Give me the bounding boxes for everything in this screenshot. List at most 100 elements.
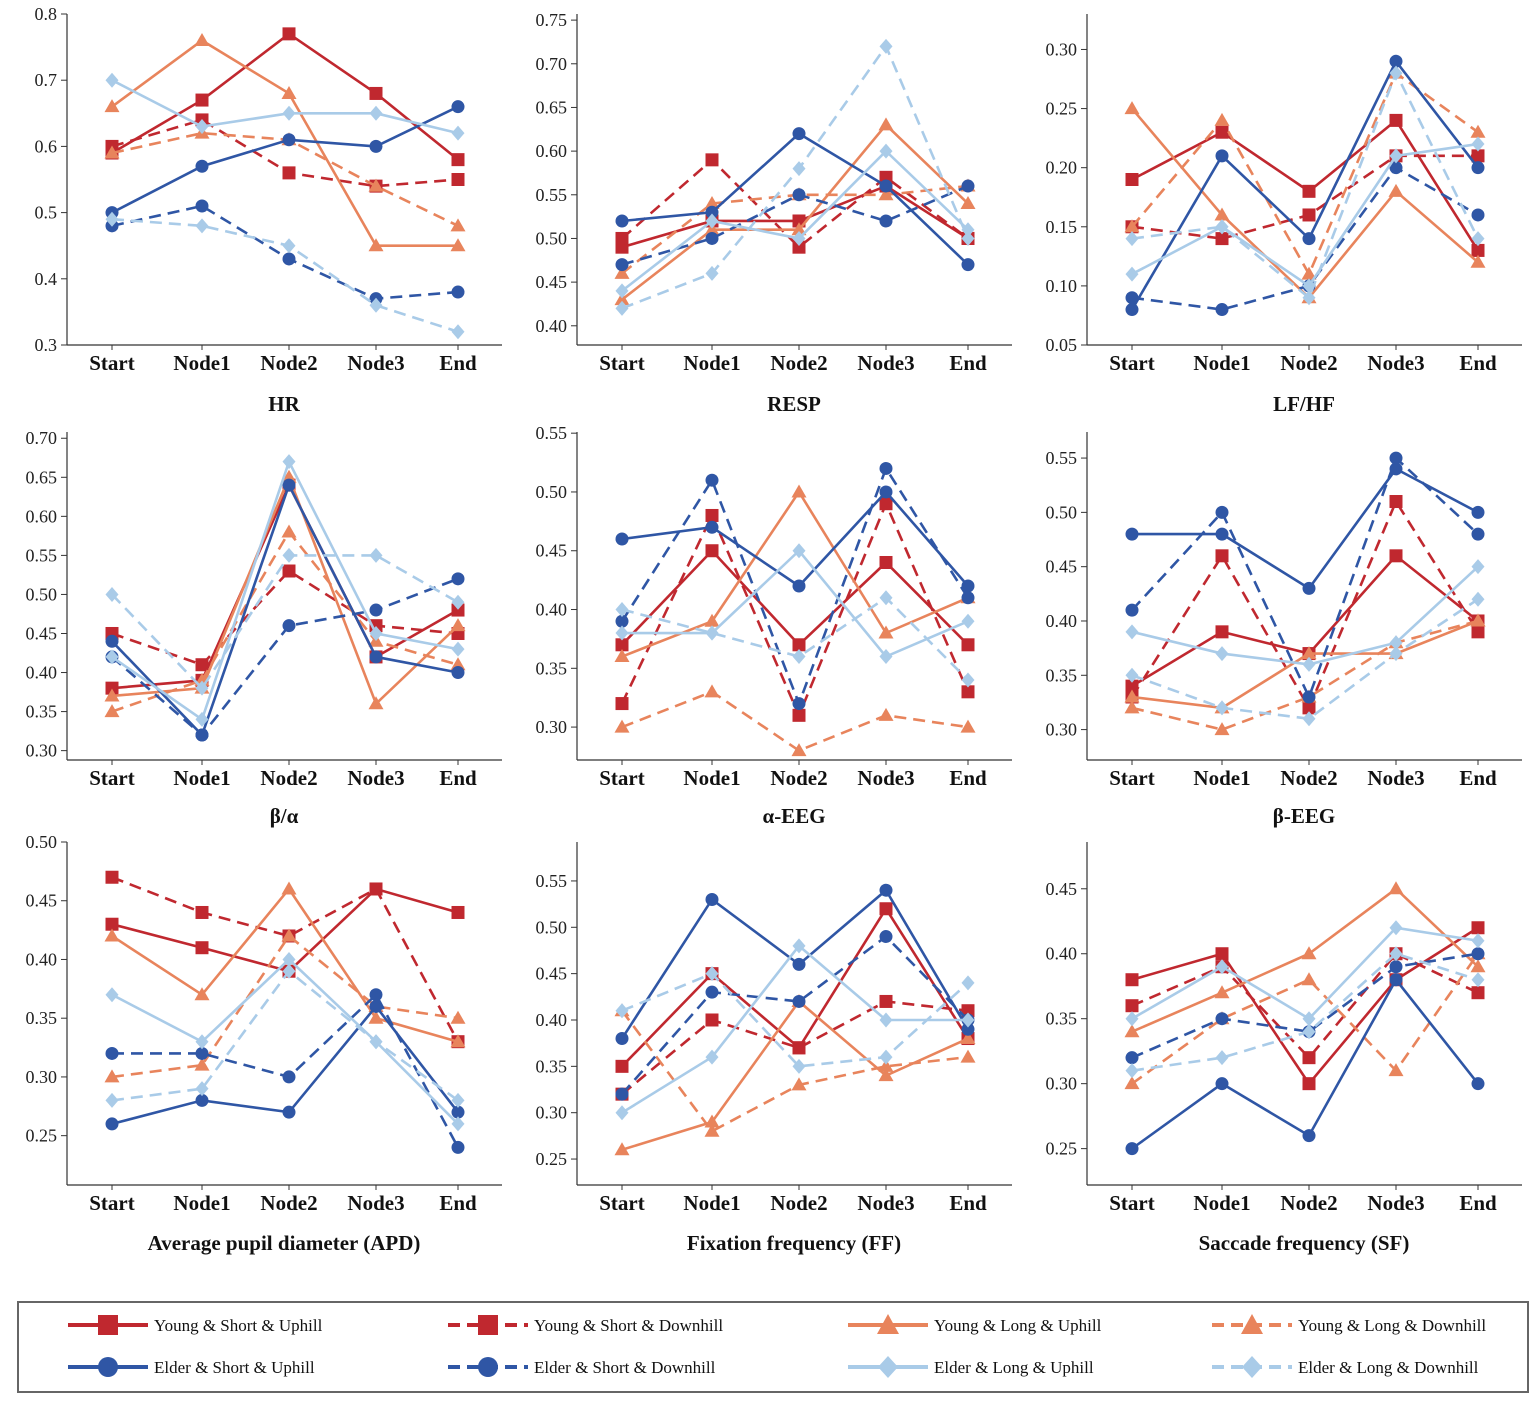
x-tick-label: Node1 (683, 1191, 740, 1215)
series-line (111, 957, 459, 1125)
diamond-marker (451, 125, 465, 141)
diamond-marker (195, 218, 209, 234)
triangle-marker (1124, 700, 1140, 714)
circle-marker (1389, 462, 1403, 476)
diamond-marker (1471, 559, 1485, 575)
diamond-marker (1471, 591, 1485, 607)
circle-marker (1471, 505, 1485, 519)
square-marker (615, 697, 629, 711)
diamond-marker (195, 1034, 209, 1050)
square-marker (1389, 495, 1403, 509)
x-tick-label: End (439, 766, 477, 790)
series-line (111, 79, 459, 135)
square-marker (1215, 232, 1229, 246)
x-tick-label: End (949, 1191, 987, 1215)
y-tick-label: 0.50 (536, 482, 568, 502)
series-4 (105, 999, 465, 1131)
triangle-marker (704, 1123, 720, 1137)
square-marker (1302, 208, 1316, 222)
diamond-marker (1215, 959, 1229, 975)
circle-marker (451, 100, 465, 114)
y-tick-label: 0.40 (26, 949, 58, 969)
diamond-marker (792, 543, 806, 559)
diamond-marker (451, 641, 465, 657)
y-tick-label: 0.30 (26, 1067, 58, 1087)
legend-label: Elder & Short & Uphill (154, 1358, 315, 1377)
y-tick-label: 0.50 (26, 832, 58, 852)
square-marker (369, 86, 383, 100)
subplot: 0.05 0.10 0.15 0.20 0.25 0.30 Start Node1 Node2 N… (1046, 14, 1522, 416)
circle-marker (1215, 1077, 1229, 1091)
circle-marker (615, 1032, 629, 1046)
y-tick-label: 0.35 (1046, 665, 1078, 685)
y-tick-label: 0.5 (35, 203, 58, 223)
series-0 (615, 544, 975, 652)
diamond-marker (1125, 1011, 1139, 1027)
diamond-marker (878, 1356, 898, 1378)
square-marker (1125, 973, 1139, 987)
y-tick-label: 0.45 (1046, 879, 1078, 899)
y-tick-label: 0.30 (536, 717, 568, 737)
y-tick-label: 0.25 (1046, 1139, 1078, 1159)
circle-marker (1471, 1077, 1485, 1091)
series-5 (105, 199, 465, 306)
series-line (111, 481, 459, 738)
circle-marker (369, 139, 383, 153)
y-tick-label: 0.45 (536, 272, 568, 292)
triangle-marker (450, 238, 466, 252)
diamond-marker (792, 938, 806, 954)
triangle-marker (368, 238, 384, 252)
square-marker (478, 1315, 498, 1335)
subplot-title: RESP (767, 392, 821, 416)
diamond-marker (961, 222, 975, 238)
x-tick-label: Node2 (260, 1191, 317, 1215)
diamond-marker (105, 586, 119, 602)
diamond-marker (792, 1058, 806, 1074)
diamond-marker (705, 265, 719, 281)
square-marker (1125, 173, 1139, 186)
square-marker (1215, 625, 1229, 639)
y-tick-label: 0.60 (536, 141, 568, 161)
triangle-marker (878, 117, 894, 131)
triangle-marker (194, 32, 210, 46)
triangle-marker (1124, 1024, 1140, 1038)
y-tick-label: 0.40 (26, 663, 58, 683)
x-tick-label: Start (89, 351, 135, 375)
triangle-marker (1124, 689, 1140, 703)
x-tick-label: Start (599, 351, 645, 375)
triangle-marker (1214, 722, 1230, 736)
circle-marker (1125, 1051, 1139, 1065)
series-7 (615, 966, 975, 1074)
diamond-marker (282, 963, 296, 979)
series-2 (614, 117, 976, 306)
series-line (111, 577, 459, 737)
diamond-marker (195, 119, 209, 135)
series-4 (1125, 462, 1485, 595)
circle-marker (1302, 581, 1316, 595)
diamond-marker (1389, 635, 1403, 651)
diamond-marker (369, 297, 383, 313)
y-tick-label: 0.40 (1046, 611, 1078, 631)
y-tick-label: 0.55 (536, 871, 568, 891)
triangle-marker (450, 1034, 466, 1048)
series-0 (105, 27, 465, 167)
series-3 (104, 928, 466, 1083)
y-tick-label: 0.65 (536, 97, 568, 117)
series-line (620, 500, 970, 719)
diamond-marker (879, 649, 893, 665)
series-1 (615, 497, 975, 722)
triangle-marker (1388, 183, 1404, 197)
triangle-marker (281, 881, 297, 895)
triangle-marker (104, 145, 120, 159)
diamond-marker (961, 1012, 975, 1028)
circle-marker (105, 634, 119, 648)
x-tick-label: Node3 (857, 351, 914, 375)
square-marker (1125, 999, 1139, 1013)
triangle-marker (1124, 101, 1140, 115)
square-marker (195, 905, 209, 919)
diamond-marker (1125, 1063, 1139, 1079)
x-tick-label: Node1 (173, 1191, 230, 1215)
x-tick-label: Start (1109, 351, 1155, 375)
y-tick-label: 0.50 (536, 228, 568, 248)
y-tick-label: 0.70 (26, 428, 58, 448)
